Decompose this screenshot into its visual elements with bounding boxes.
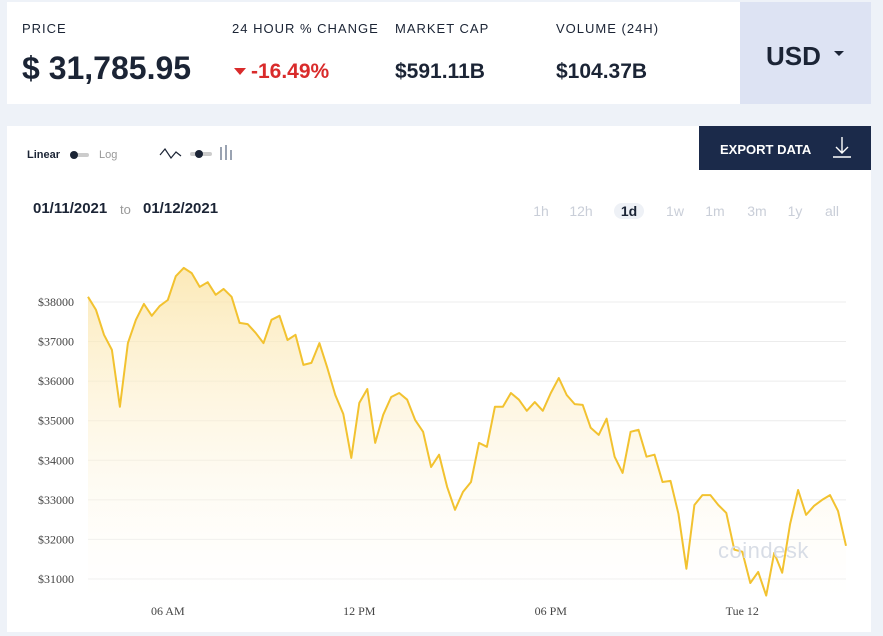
market-cap-label: MARKET CAP bbox=[395, 21, 490, 36]
volume-value: $104.37B bbox=[556, 60, 648, 83]
y-tick-label: $38000 bbox=[38, 295, 74, 309]
date-from[interactable]: 01/11/2021 bbox=[33, 200, 108, 217]
toggle-knob bbox=[195, 150, 203, 158]
currency-text[interactable]: USD bbox=[766, 41, 821, 71]
y-tick-label: $33000 bbox=[38, 493, 74, 507]
date-to[interactable]: 01/12/2021 bbox=[143, 200, 219, 217]
y-tick-label: $32000 bbox=[38, 532, 74, 546]
range-button[interactable]: 1w bbox=[666, 203, 684, 219]
range-button[interactable]: 1d bbox=[614, 203, 644, 219]
export-text[interactable]: EXPORT DATA bbox=[720, 142, 812, 157]
bar-icon[interactable] bbox=[220, 145, 232, 160]
x-tick-label: 06 AM bbox=[151, 604, 185, 618]
range-button[interactable]: 1y bbox=[787, 203, 803, 219]
x-tick-label: 06 PM bbox=[535, 604, 568, 618]
scale-toggle[interactable] bbox=[71, 153, 89, 157]
y-tick-label: $35000 bbox=[38, 414, 74, 428]
x-tick-label: 12 PM bbox=[343, 604, 376, 618]
market-cap-value: $591.11B bbox=[395, 60, 485, 83]
range-button[interactable]: 1m bbox=[705, 203, 725, 219]
price-label: PRICE bbox=[22, 21, 67, 36]
stats-card bbox=[7, 2, 740, 104]
price-value: $ 31,785.95 bbox=[22, 50, 192, 86]
change-label: 24 HOUR % CHANGE bbox=[232, 21, 379, 36]
caret bbox=[834, 51, 844, 56]
date-sep: to bbox=[120, 202, 131, 217]
change-value: -16.49% bbox=[251, 60, 330, 83]
x-tick-label: Tue 12 bbox=[726, 604, 759, 618]
watermark: coindesk bbox=[718, 538, 809, 563]
linear-label[interactable]: Linear bbox=[27, 149, 61, 161]
line-icon[interactable] bbox=[159, 147, 182, 160]
y-tick-label: $34000 bbox=[38, 453, 74, 467]
range-button[interactable]: 1h bbox=[533, 203, 549, 219]
price-line bbox=[87, 266, 847, 597]
range-button[interactable]: 3m bbox=[747, 203, 767, 219]
range-button[interactable]: 12h bbox=[569, 203, 593, 219]
area-fill bbox=[88, 267, 846, 599]
currency-select[interactable] bbox=[740, 2, 871, 104]
y-tick-label: $36000 bbox=[38, 374, 74, 388]
volume-label: VOLUME (24H) bbox=[556, 21, 660, 36]
log-label[interactable]: Log bbox=[99, 149, 118, 161]
toggle-knob bbox=[70, 151, 78, 159]
y-tick-label: $37000 bbox=[38, 335, 74, 349]
range-button[interactable]: all bbox=[824, 203, 839, 219]
y-tick-label: $31000 bbox=[38, 572, 74, 586]
down-arrow bbox=[234, 68, 246, 75]
